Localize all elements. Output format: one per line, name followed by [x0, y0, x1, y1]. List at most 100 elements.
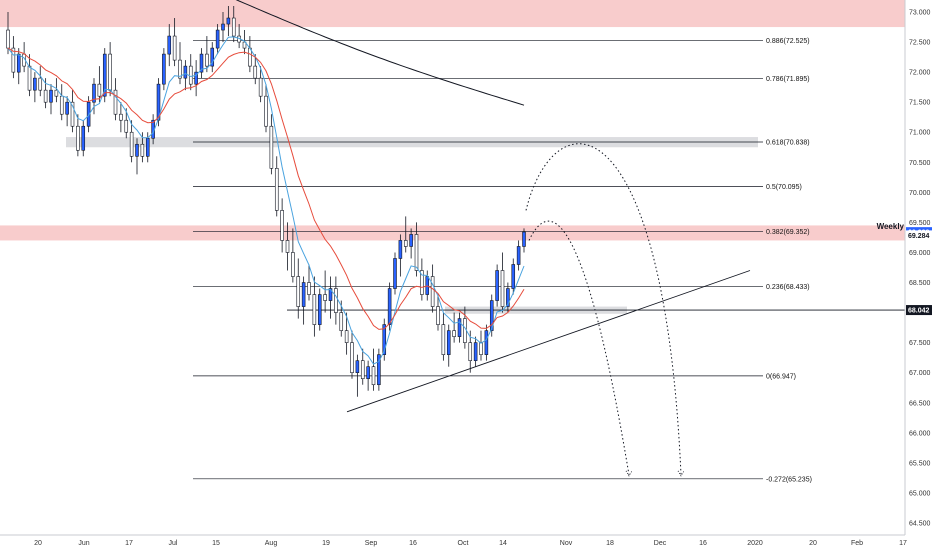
candle-bearish	[59, 95, 64, 115]
candle-bullish	[387, 288, 392, 325]
candle-bearish	[307, 282, 311, 295]
candle-bullish	[377, 354, 381, 386]
candle-bullish	[215, 29, 220, 49]
candle-bearish	[188, 65, 193, 85]
candle-bullish	[522, 231, 526, 247]
time-axis-label: Oct	[458, 540, 469, 547]
candle-bullish	[183, 65, 188, 79]
candle-bearish	[500, 270, 505, 307]
candle-bullish	[210, 47, 215, 67]
price-axis-label: 70.000	[909, 190, 931, 197]
time-axis-label: 20	[34, 540, 42, 547]
candle-bullish	[135, 143, 139, 157]
candle-bullish	[301, 282, 306, 307]
candle-bullish	[86, 101, 91, 127]
candle-bearish	[253, 65, 258, 79]
candle-bearish	[124, 119, 129, 133]
price-axis-label: 65.000	[909, 490, 931, 497]
price-axis-label: 64.500	[909, 520, 931, 527]
candle-bullish	[489, 300, 494, 331]
candle-bearish	[6, 29, 10, 49]
candle-bullish	[102, 53, 107, 97]
candle-bullish	[92, 83, 96, 103]
candle-bullish	[446, 330, 451, 355]
resistance-zone	[0, 0, 905, 28]
fib-level-label: 0.786(71.895)	[766, 76, 810, 83]
candle-bullish	[409, 234, 413, 247]
ma-slow-line	[7, 47, 525, 330]
candle-bearish	[172, 35, 177, 61]
candle-bearish	[108, 53, 112, 91]
fib-level-label: 0.5(70.095)	[766, 184, 802, 191]
arrowhead-icon	[677, 470, 685, 477]
candle-bearish	[231, 17, 236, 37]
price-axis-label: 66.000	[909, 430, 931, 437]
candle-bearish	[479, 342, 483, 355]
candle-bearish	[54, 89, 59, 97]
candle-bullish	[221, 23, 225, 31]
time-axis-label: 2020	[747, 540, 763, 547]
price-axis-label: 70.500	[909, 160, 931, 167]
candle-bearish	[11, 47, 16, 73]
fib-level-label: 0.382(69.352)	[766, 229, 810, 236]
time-axis-label: 18	[606, 540, 614, 547]
candle-bearish	[242, 41, 247, 49]
price-axis-label: 66.500	[909, 400, 931, 407]
projection-arrow-path	[528, 220, 630, 475]
ma-long-line	[235, 0, 525, 106]
candle-bearish	[129, 131, 134, 157]
time-axis-label: Jun	[78, 540, 89, 547]
time-axis-label: 17	[125, 540, 133, 547]
candle-bullish	[65, 101, 69, 115]
price-tag	[906, 305, 932, 316]
weekly-zone-label: Weekly	[877, 222, 905, 231]
candle-bullish	[516, 246, 521, 265]
time-axis-label: Dec	[654, 540, 667, 547]
candle-bearish	[274, 168, 279, 211]
candle-bearish	[178, 59, 182, 79]
time-axis-label: Jul	[169, 540, 178, 547]
fib-level-label: 0.886(72.525)	[766, 38, 810, 45]
candle-bearish	[323, 294, 327, 301]
candle-bearish	[420, 270, 424, 295]
candle-bearish	[43, 89, 48, 103]
time-axis-label: 19	[322, 540, 330, 547]
price-tag	[906, 230, 932, 241]
price-axis-label: 71.000	[909, 130, 931, 137]
candle-bullish	[366, 366, 370, 380]
candle-bearish	[344, 330, 349, 343]
candle-bearish	[27, 65, 32, 91]
price-axis-label: 73.000	[909, 10, 931, 17]
ascending-trendline	[346, 270, 751, 413]
candle-bullish	[398, 240, 403, 259]
fib-level-label: 0.236(68.433)	[766, 284, 810, 291]
candle-bullish	[495, 270, 499, 301]
candle-bearish	[269, 125, 274, 169]
candle-bearish	[296, 276, 301, 307]
time-axis-label: 15	[212, 540, 220, 547]
candle-bullish	[226, 17, 231, 25]
candle-bullish	[511, 264, 516, 289]
candle-bullish	[81, 125, 86, 151]
price-axis-label: 72.500	[909, 40, 931, 47]
resistance-zone	[0, 225, 905, 241]
fib-level-label: -0.272(65.235)	[766, 476, 812, 483]
candle-bearish	[360, 360, 365, 380]
candle-bearish	[285, 240, 290, 253]
candle-bearish	[140, 143, 145, 157]
candle-bullish	[317, 294, 322, 325]
price-axis-label: 65.500	[909, 460, 931, 467]
candle-bearish	[113, 89, 118, 115]
candle-bearish	[463, 318, 467, 343]
candle-bearish	[452, 330, 456, 337]
candle-bullish	[328, 288, 333, 301]
candle-bullish	[33, 77, 37, 91]
candle-bearish	[258, 77, 263, 97]
candle-bearish	[436, 306, 440, 325]
time-axis-label: 20	[809, 540, 817, 547]
candle-bullish	[162, 53, 166, 85]
price-axis-label: 67.500	[909, 340, 931, 347]
